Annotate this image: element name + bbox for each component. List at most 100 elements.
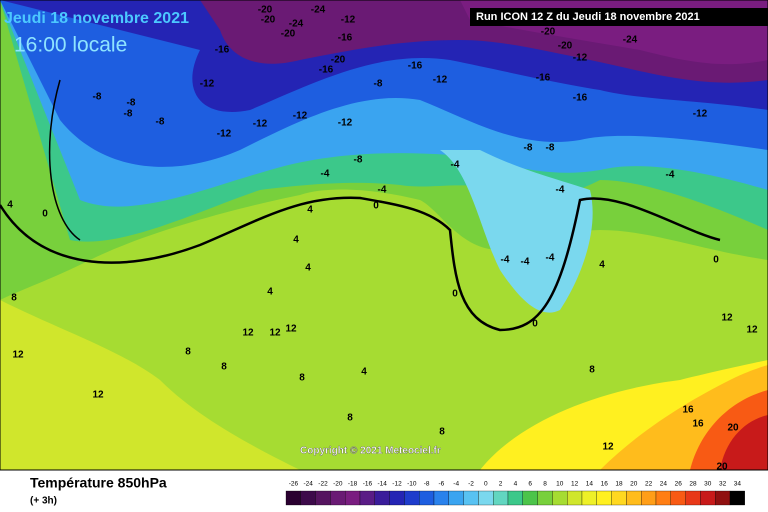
contour-label: 12 — [12, 350, 24, 361]
legend-swatch — [715, 490, 731, 506]
legend-label: -24 — [303, 481, 313, 488]
legend-label: 34 — [734, 481, 742, 488]
map-frame — [0, 0, 768, 471]
legend-label: -4 — [453, 481, 459, 488]
contour-label: -16 — [215, 45, 230, 56]
legend-label: 14 — [586, 481, 594, 488]
legend-swatch — [611, 490, 627, 506]
contour-label: -12 — [217, 129, 232, 140]
contour-label: -20 — [558, 41, 573, 52]
legend-swatch — [330, 490, 346, 506]
contour-label: -12 — [433, 75, 448, 86]
contour-label: -12 — [693, 109, 708, 120]
contour-label: -4 — [451, 160, 460, 171]
contour-label: -8 — [124, 109, 133, 120]
legend-swatch — [567, 490, 583, 506]
contour-label: 12 — [602, 442, 614, 453]
contour-label: -8 — [156, 117, 165, 128]
contour-label: 12 — [269, 328, 281, 339]
contour-label: 4 — [293, 235, 299, 246]
legend-label: -8 — [424, 481, 430, 488]
contour-label: 4 — [599, 260, 605, 271]
contour-label: 16 — [692, 419, 704, 430]
legend-swatch — [729, 490, 745, 506]
contour-label: -20 — [281, 29, 296, 40]
contour-label: -4 — [521, 257, 530, 268]
contour-label: -24 — [623, 35, 638, 46]
contour-label: 0 — [532, 319, 538, 330]
legend-label: 30 — [704, 481, 712, 488]
contour-label: 12 — [285, 324, 297, 335]
legend-swatch — [419, 490, 435, 506]
contour-label: 8 — [439, 427, 445, 438]
contour-label: 8 — [589, 365, 595, 376]
legend-swatch — [626, 490, 642, 506]
contour-label: -12 — [341, 15, 356, 26]
legend-swatch — [478, 490, 494, 506]
legend-label: 20 — [630, 481, 638, 488]
legend-swatch — [463, 490, 479, 506]
legend-label: -22 — [318, 481, 328, 488]
contour-label: 4 — [305, 263, 311, 274]
contour-label: -16 — [573, 93, 588, 104]
contour-label: -8 — [546, 143, 555, 154]
contour-label: 12 — [746, 325, 758, 336]
legend-swatch — [285, 490, 301, 506]
legend-label: 24 — [660, 481, 668, 488]
date: Jeudi 18 novembre 2021 — [4, 10, 189, 27]
contour-label: -4 — [666, 170, 675, 181]
legend-label: -16 — [363, 481, 373, 488]
contour-label: -12 — [253, 119, 268, 130]
contour-label: -4 — [321, 169, 330, 180]
legend-label: 8 — [543, 481, 547, 488]
run-box — [470, 8, 768, 26]
contour-label: -8 — [127, 98, 136, 109]
contour-label: 20 — [727, 423, 739, 434]
contour-label: -24 — [311, 5, 326, 16]
legend-swatch — [345, 490, 361, 506]
contour-label: -12 — [338, 118, 353, 129]
legend-label: 16 — [601, 481, 609, 488]
legend-swatch — [641, 490, 657, 506]
contour-label: -16 — [338, 33, 353, 44]
legend-label: 2 — [499, 481, 503, 488]
legend-label: -26 — [289, 481, 299, 488]
legend-swatch — [493, 490, 509, 506]
legend-swatch — [700, 490, 716, 506]
copyright: Copyright © 2021 Meteociel.fr — [300, 446, 441, 457]
contour-label: 20 — [716, 462, 728, 473]
contour-label: 16 — [682, 405, 694, 416]
footer-step: (+ 3h) — [30, 496, 57, 507]
legend-swatch — [300, 490, 316, 506]
legend-label: -18 — [348, 481, 358, 488]
legend-swatch — [448, 490, 464, 506]
contour-label: -4 — [501, 255, 510, 266]
legend-label: -14 — [377, 481, 387, 488]
contour-label: -20 — [261, 15, 276, 26]
contour-label: -12 — [573, 53, 588, 64]
map-background — [0, 0, 768, 470]
contour-label: -4 — [546, 253, 555, 264]
legend-swatch — [507, 490, 523, 506]
contour-label: -8 — [374, 79, 383, 90]
legend-label: 12 — [571, 481, 579, 488]
contour-label: 8 — [185, 347, 191, 358]
legend-label: 18 — [615, 481, 623, 488]
contour-label: 8 — [347, 413, 353, 424]
legend-label: 22 — [645, 481, 653, 488]
contour-label: -4 — [556, 185, 565, 196]
legend-swatch — [596, 490, 612, 506]
legend-label: -6 — [439, 481, 445, 488]
legend-label: -2 — [468, 481, 474, 488]
footer-title: Température 850hPa — [30, 475, 167, 491]
contour-label: -24 — [289, 19, 304, 30]
contour-label: 8 — [299, 373, 305, 384]
legend-swatch — [655, 490, 671, 506]
contour-label: -20 — [331, 55, 346, 66]
legend-swatch — [522, 490, 538, 506]
contour-label: -8 — [524, 143, 533, 154]
contour-label: 0 — [713, 255, 719, 266]
legend-swatch — [404, 490, 420, 506]
legend-swatch — [581, 490, 597, 506]
contour-label: 0 — [42, 209, 48, 220]
